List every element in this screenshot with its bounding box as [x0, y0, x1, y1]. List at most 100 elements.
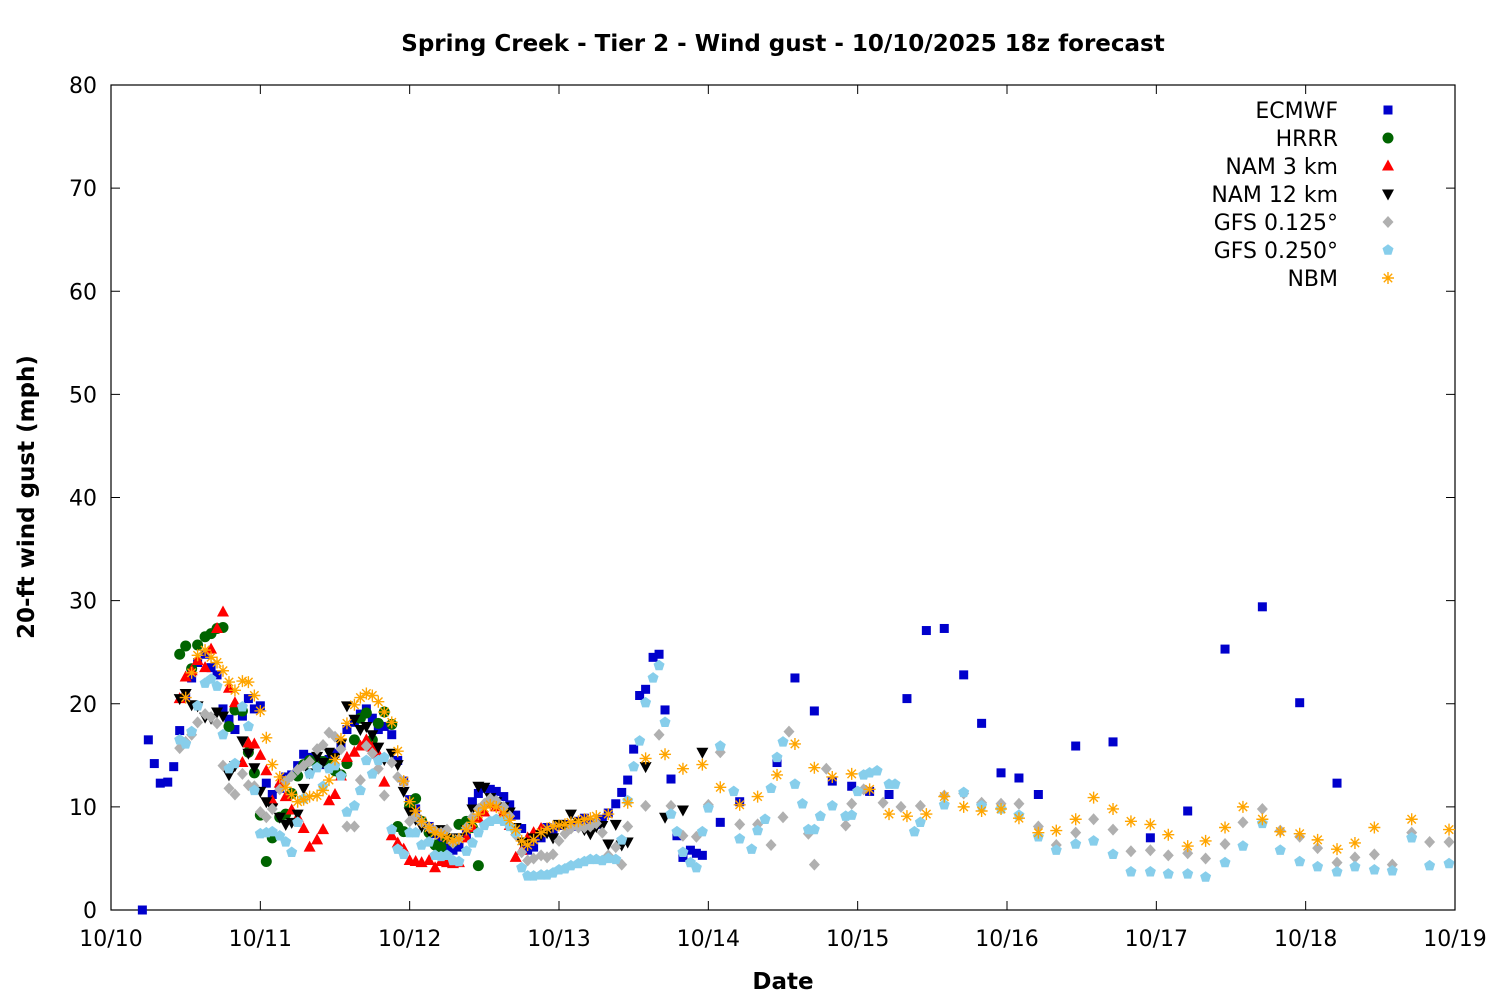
data-point — [1125, 866, 1137, 877]
data-point — [460, 823, 473, 836]
data-point — [179, 670, 192, 682]
data-point — [1386, 865, 1398, 876]
data-point — [254, 748, 267, 760]
data-point — [877, 796, 889, 809]
data-point — [621, 796, 634, 809]
data-point — [323, 774, 336, 787]
data-point — [143, 735, 153, 745]
data-point — [248, 763, 261, 775]
data-point — [1219, 838, 1231, 850]
data-point — [900, 810, 913, 823]
data-point — [975, 805, 988, 817]
data-point — [242, 748, 255, 760]
x-tick-label: 10/18 — [1274, 927, 1337, 952]
data-point — [273, 770, 286, 783]
data-point — [666, 774, 676, 784]
data-point — [558, 818, 571, 831]
data-point — [490, 800, 503, 813]
data-point — [274, 829, 286, 841]
data-point — [1108, 737, 1118, 747]
data-point — [317, 784, 330, 797]
data-point — [228, 684, 241, 697]
data-point — [751, 790, 764, 803]
data-point — [478, 801, 491, 814]
data-point — [654, 649, 664, 659]
data-point — [372, 695, 385, 708]
y-tick-label: 70 — [69, 177, 97, 202]
data-point — [696, 747, 709, 759]
data-point — [1107, 848, 1119, 859]
data-point — [260, 797, 273, 809]
y-tick-label: 0 — [83, 899, 97, 924]
data-point — [777, 811, 789, 824]
data-point — [728, 785, 740, 797]
data-point — [1181, 840, 1194, 853]
legend-marker — [1383, 105, 1393, 115]
data-point — [453, 855, 465, 867]
data-point — [1424, 859, 1436, 871]
data-point — [783, 725, 795, 738]
legend-label: NBM — [1287, 267, 1338, 292]
data-point — [1088, 813, 1100, 826]
data-point — [1107, 802, 1120, 815]
data-point — [223, 720, 235, 732]
data-point — [391, 745, 404, 758]
data-point — [311, 789, 324, 802]
data-point — [1013, 797, 1025, 810]
data-point — [484, 798, 497, 811]
data-point — [366, 730, 379, 742]
data-point — [765, 839, 777, 852]
data-point — [491, 786, 501, 796]
data-point — [446, 834, 459, 847]
data-point — [996, 768, 1006, 778]
data-point — [473, 788, 483, 798]
data-point — [1274, 844, 1286, 855]
data-point — [360, 687, 373, 700]
data-point — [1257, 602, 1267, 612]
data-point — [653, 728, 665, 741]
data-point — [317, 739, 329, 751]
data-point — [217, 728, 229, 740]
data-point — [260, 811, 272, 824]
data-point — [236, 675, 249, 688]
data-point — [535, 826, 548, 839]
data-point — [273, 812, 286, 824]
data-point — [665, 808, 677, 819]
data-point — [354, 784, 366, 796]
legend-marker — [1382, 159, 1394, 171]
data-point — [329, 730, 341, 743]
data-point — [485, 784, 495, 794]
data-point — [516, 846, 528, 859]
data-point — [647, 672, 659, 683]
data-point — [366, 689, 379, 702]
data-point — [254, 704, 267, 717]
data-point — [527, 833, 540, 846]
legend-label: GFS 0.250° — [1214, 239, 1338, 264]
data-point — [236, 767, 248, 780]
data-point — [304, 755, 316, 768]
data-point — [602, 839, 615, 851]
data-point — [386, 756, 398, 769]
data-point — [590, 810, 603, 823]
data-point — [629, 744, 639, 754]
data-point — [1256, 802, 1268, 815]
data-point — [341, 820, 353, 833]
data-point — [442, 841, 452, 851]
data-point — [229, 788, 241, 801]
data-point — [217, 711, 229, 723]
data-point — [174, 648, 186, 660]
data-point — [759, 813, 771, 824]
data-point — [303, 840, 316, 852]
data-point — [429, 861, 442, 873]
data-point — [584, 829, 597, 841]
data-point — [397, 775, 410, 788]
data-point — [1331, 856, 1343, 869]
data-point — [199, 661, 212, 673]
data-point — [260, 731, 273, 744]
data-point — [1200, 852, 1212, 865]
legend-label: ECMWF — [1255, 99, 1338, 124]
data-point — [260, 856, 272, 868]
data-point — [1368, 821, 1381, 834]
data-point — [175, 726, 185, 736]
chart-title: Spring Creek - Tier 2 - Wind gust - 10/1… — [401, 31, 1164, 57]
